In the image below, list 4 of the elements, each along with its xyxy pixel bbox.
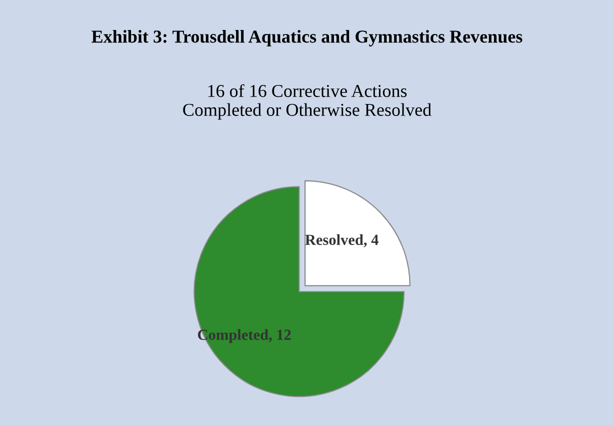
chart-title: Exhibit 3: Trousdell Aquatics and Gymnastics Revenues <box>92 30 522 46</box>
data-label: , 4 <box>364 234 378 248</box>
chart-subtitle: 16 of 16 Corrective Actions Completed or Otherwise Resolved <box>183 84 432 120</box>
data-label: , 12 <box>268 330 291 342</box>
